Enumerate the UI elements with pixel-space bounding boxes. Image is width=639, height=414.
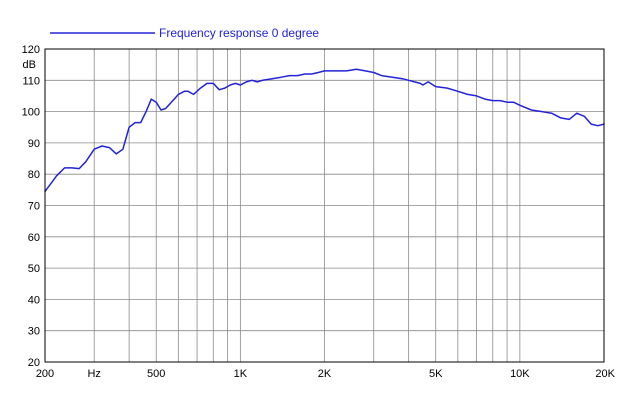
y-tick-label: 110 <box>22 75 40 87</box>
y-tick-label: 50 <box>28 263 40 275</box>
x-tick-label: 500 <box>147 368 165 380</box>
legend-label: Frequency response 0 degree <box>159 26 319 40</box>
y-tick-label: 80 <box>28 169 40 181</box>
x-tick-label: 20K <box>595 368 615 380</box>
y-tick-label: 60 <box>28 232 40 244</box>
y-axis-unit-label: dB <box>23 59 36 71</box>
y-axis-ticks: 20 30 40 50 60 70 80 90 100 110 120 <box>22 44 40 369</box>
y-tick-label: 40 <box>28 294 40 306</box>
x-tick-label: 10K <box>510 368 530 380</box>
y-tick-label: 120 <box>22 44 40 56</box>
y-tick-label: 30 <box>28 326 40 338</box>
x-tick-label: 5K <box>429 368 443 380</box>
y-tick-label: 90 <box>28 138 40 150</box>
series-line-frequency-response <box>44 68 605 193</box>
grid <box>44 48 605 363</box>
x-tick-label: 2K <box>318 368 332 380</box>
x-tick-label: Hz <box>87 368 100 380</box>
plot-frame <box>44 48 605 363</box>
x-axis-ticks: 200 Hz 500 1K 2K 5K 10K 20K <box>36 368 616 380</box>
y-tick-label: 100 <box>22 107 40 119</box>
series-layer <box>44 68 605 193</box>
y-tick-label: 20 <box>28 357 40 369</box>
x-tick-label: 1K <box>234 368 248 380</box>
legend: Frequency response 0 degree <box>50 26 319 40</box>
y-tick-label: 70 <box>28 201 40 213</box>
x-tick-label: 200 <box>36 368 54 380</box>
